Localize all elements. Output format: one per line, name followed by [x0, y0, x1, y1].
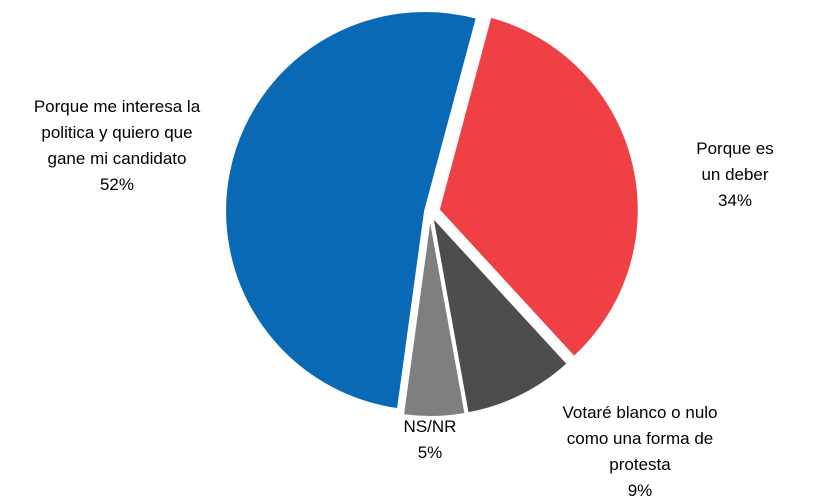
- category-label: NS/NR: [403, 417, 457, 436]
- page: {"chart_data": {"type": "pie", "categori…: [33, 10, 785, 500]
- value-label: 34%: [717, 191, 753, 210]
- pie-slice: [437, 15, 640, 359]
- value-label: 5%: [417, 443, 443, 462]
- category-label: Porque me interesa la politica y quiero …: [33, 97, 201, 168]
- slice-label: Votaré blanco o nulo como una forma de p…: [562, 400, 717, 504]
- category-label: Porque es un deber: [696, 139, 774, 184]
- slice-label: Porque me interesa la politica y quiero …: [34, 94, 200, 198]
- pie-slice: [401, 216, 467, 418]
- category-label: Votaré blanco o nulo como una forma de p…: [562, 403, 718, 474]
- value-label: 52%: [99, 175, 135, 194]
- value-label: 9%: [627, 481, 653, 500]
- slice-label: Porque es un deber 34%: [686, 136, 785, 214]
- slice-label: NS/NR 5%: [404, 414, 457, 466]
- pie-slice: [430, 213, 570, 415]
- chart: [224, 10, 640, 418]
- pie-slice: [224, 10, 479, 411]
